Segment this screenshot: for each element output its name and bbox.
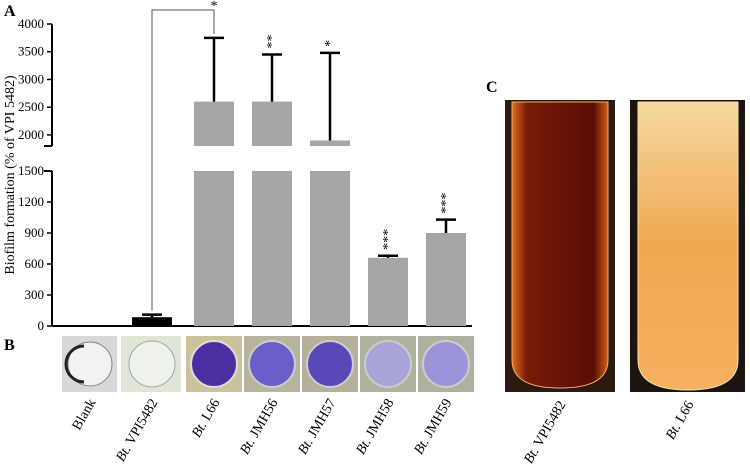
- x-tick-label: Blank: [70, 397, 100, 433]
- x-tick-label: Bt. JMH58: [354, 397, 398, 458]
- x-tick-label: Bt. JMH56: [238, 397, 282, 458]
- wells: [62, 336, 474, 392]
- tubes: [505, 100, 745, 392]
- bar: [194, 101, 234, 146]
- bar: [252, 101, 292, 146]
- bar: [252, 171, 292, 326]
- y-axis-label: Biofilm formation (% of VPI 5482): [3, 75, 18, 275]
- y-tick-label: 1500: [18, 163, 44, 178]
- bar: [310, 140, 350, 146]
- y-tick-label: 0: [38, 318, 45, 333]
- y-tick-label: 2500: [18, 99, 44, 114]
- significance: ***: [381, 229, 396, 250]
- bracket-label: *: [211, 0, 218, 14]
- x-tick-label: Bt. L66: [189, 397, 223, 441]
- x-tick-label: Bt. JMH57: [296, 397, 340, 458]
- panel-label: A: [4, 3, 16, 20]
- y-tick-label: 300: [25, 287, 45, 302]
- y-tick-label: 1200: [18, 194, 44, 209]
- x-tick-label: Bt. VPI5482: [114, 397, 162, 465]
- bar: [132, 317, 172, 326]
- bar: [368, 257, 408, 326]
- bar: [310, 171, 350, 326]
- y-tick-label: 2000: [18, 127, 44, 142]
- panel-label: B: [4, 337, 15, 354]
- tube-label: Bt. VPI5482: [522, 399, 570, 467]
- x-tick-label: Bt. JMH59: [412, 397, 456, 458]
- significance: ***: [439, 193, 454, 214]
- y-tick-label: 3500: [18, 44, 44, 59]
- bar: [194, 171, 234, 326]
- significance: **: [265, 35, 280, 49]
- y-tick-label: 600: [25, 256, 45, 271]
- tube-label: Bt. L66: [663, 399, 697, 443]
- y-tick-label: 900: [25, 225, 45, 240]
- panel-label: C: [486, 79, 498, 96]
- y-tick-label: 4000: [18, 16, 44, 31]
- significance: *: [323, 40, 338, 47]
- y-tick-label: 3000: [18, 71, 44, 86]
- significance-bracket: [151, 9, 215, 311]
- bar: [426, 233, 466, 326]
